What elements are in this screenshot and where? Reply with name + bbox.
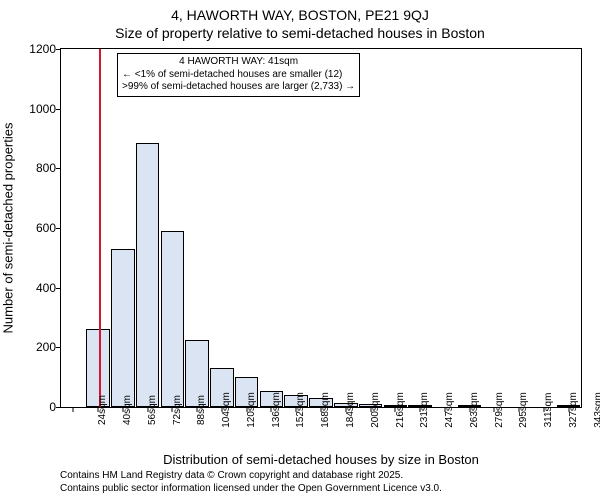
chart-title: 4, HAWORTH WAY, BOSTON, PE21 9QJ Size of… <box>0 6 600 42</box>
x-tick-label: 343sqm <box>569 392 600 428</box>
y-tick-label: 800 <box>22 161 56 175</box>
histogram-bar <box>136 143 160 407</box>
y-tick-label: 600 <box>22 221 56 235</box>
footnote-line2: Contains public sector information licen… <box>60 483 590 496</box>
y-tick-mark <box>56 49 60 50</box>
y-tick-mark <box>56 407 60 408</box>
y-tick-label: 400 <box>22 281 56 295</box>
histogram-bar <box>111 249 135 407</box>
legend-larger: >99% of semi-detached houses are larger … <box>122 81 355 94</box>
marker-line <box>99 49 101 407</box>
footnote-line1: Contains HM Land Registry data © Crown c… <box>60 470 590 483</box>
histogram-bar <box>161 231 185 407</box>
legend-box: 4 HAWORTH WAY: 41sqm ← <1% of semi-detac… <box>117 53 360 97</box>
x-axis-label: Distribution of semi-detached houses by … <box>60 452 582 467</box>
legend-title: 4 HAWORTH WAY: 41sqm <box>122 56 355 69</box>
plot-area: 4 HAWORTH WAY: 41sqm ← <1% of semi-detac… <box>60 48 582 408</box>
y-tick-mark <box>56 347 60 348</box>
y-tick-mark <box>56 288 60 289</box>
y-tick-label: 200 <box>22 340 56 354</box>
y-tick-mark <box>56 228 60 229</box>
y-tick-mark <box>56 168 60 169</box>
chart-root: 4, HAWORTH WAY, BOSTON, PE21 9QJ Size of… <box>0 0 600 500</box>
y-tick-label: 1000 <box>22 102 56 116</box>
y-axis-label: Number of semi-detached properties <box>1 123 16 334</box>
title-line1: 4, HAWORTH WAY, BOSTON, PE21 9QJ <box>0 6 600 24</box>
legend-smaller: ← <1% of semi-detached houses are smalle… <box>122 69 355 82</box>
y-tick-mark <box>56 109 60 110</box>
y-tick-label: 1200 <box>22 42 56 56</box>
title-line2: Size of property relative to semi-detach… <box>0 24 600 42</box>
footnote: Contains HM Land Registry data © Crown c… <box>60 470 590 495</box>
y-tick-label: 0 <box>22 400 56 414</box>
